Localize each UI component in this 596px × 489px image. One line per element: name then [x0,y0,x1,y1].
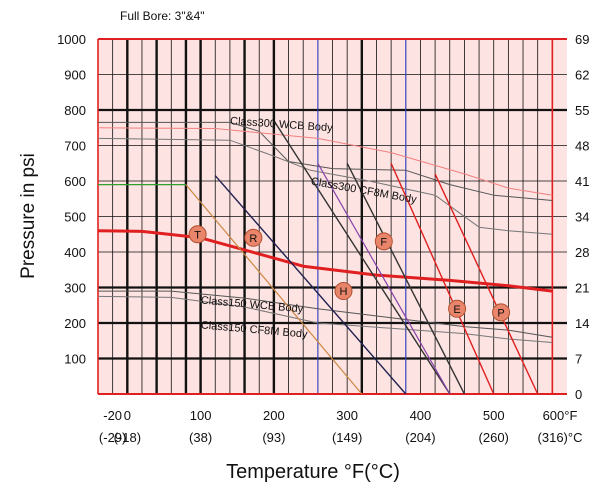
curve-line [98,290,553,338]
x-tick-label-c: (316)°C [538,430,583,445]
y-tick-label-right: 55 [575,103,589,118]
x-axis-ticks: -20 (-29) 0 (-18) 100 (38) 200 (93) 300 (149) 400 (… [99,408,583,445]
x-tick-label-c: (-29) [99,430,126,445]
marker-circle [244,228,263,247]
marker-label: E [453,304,460,316]
x-tick-label-f: 300 [336,408,358,423]
y-tick-label-right: 34 [575,210,589,225]
y-tick-label-right: 48 [575,139,589,154]
curve-line [273,120,451,395]
marker-label: R [249,233,257,245]
marker-label: T [194,229,201,241]
x-tick-label-f: 0 [124,408,131,423]
x-tick-label-f: 200 [263,408,285,423]
x-axis-label: Temperature °F(°C) [226,461,400,483]
markers: T R H F E P [188,225,511,322]
y-tick-label-right: 7 [575,352,582,367]
y-tick-label-left: 500 [64,210,86,225]
y-tick-label-left: 700 [64,139,86,154]
x-tick-label-c: (-18) [114,430,141,445]
grid-lines [97,38,567,395]
marker-circle [492,303,511,322]
x-tick-label-f: 500 [483,408,505,423]
curve-line [98,121,553,201]
y-tick-label-right: 28 [575,245,589,260]
y-tick-label-left: 300 [64,281,86,296]
x-tick-label-c: (93) [262,430,285,445]
chart-subtitle: Full Bore: 3"&4" [120,9,205,23]
x-tick-label-f: 600°F [543,408,578,423]
y-tick-label-left: 600 [64,174,86,189]
marker-label: F [380,236,387,248]
x-tick-label-f: -20 [103,408,122,423]
x-tick-label-c: (149) [332,430,362,445]
curves [97,120,553,395]
y-tick-label-right: 69 [575,32,589,47]
marker-circle [374,232,393,251]
marker-label: P [497,307,504,319]
y-tick-label-left: 1000 [57,32,86,47]
curve-line [434,173,539,395]
y-tick-label-right: 0 [575,387,582,402]
curve-line [317,163,451,395]
marker-circle [448,299,467,318]
x-tick-label-c: (38) [189,430,212,445]
curve-line [346,162,466,395]
y-tick-label-left: 100 [64,352,86,367]
y-tick-label-left: 200 [64,316,86,331]
curve-line [97,127,553,196]
y-tick-label-right: 62 [575,68,589,83]
x-tick-label-f: 400 [410,408,432,423]
x-tick-label-c: (260) [479,430,509,445]
curve-line [390,163,495,395]
y-axis-left-ticks: 1000 900 800 700 600 500 400 300 200 100 [57,32,86,367]
y-tick-label-left: 900 [64,68,86,83]
curve-line [97,229,553,293]
y-tick-label-left: 400 [64,245,86,260]
x-tick-label-c: (204) [405,430,435,445]
y-axis-label: Pressure in psi [18,153,39,279]
curve-line [185,184,363,395]
y-tick-label-right: 41 [575,174,589,189]
y-tick-label-right: 21 [575,281,589,296]
y-axis-right-ticks: 69 62 55 48 41 34 28 21 14 7 0 [575,32,589,402]
y-tick-label-left: 800 [64,103,86,118]
marker-circle [334,282,353,301]
x-tick-label-f: 100 [190,408,212,423]
y-tick-label-right: 14 [575,316,589,331]
curve-line [97,137,553,235]
curve-line [97,295,553,343]
curve-line [214,175,407,395]
marker-label: H [340,286,348,298]
marker-circle [188,225,207,244]
